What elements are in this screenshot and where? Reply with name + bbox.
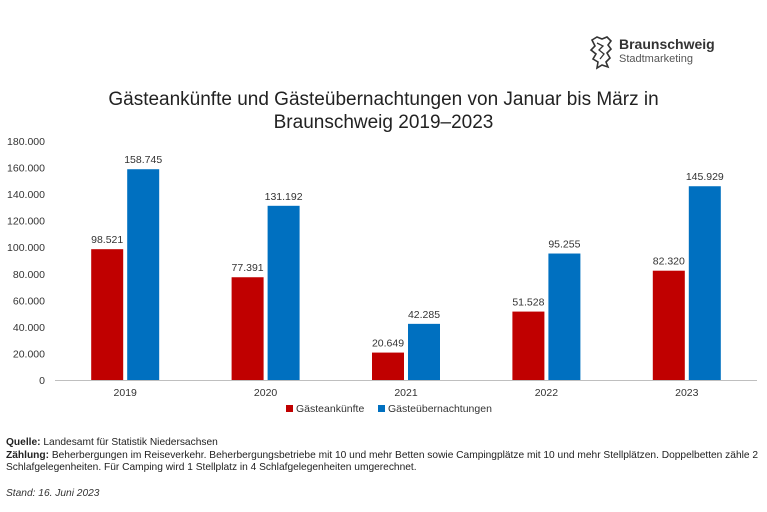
source-note: Quelle: Landesamt für Statistik Niedersa… xyxy=(6,437,766,450)
bar-arrivals xyxy=(372,352,404,380)
bar-overnights xyxy=(408,323,440,380)
bar-arrivals xyxy=(231,277,264,380)
y-tick-label: 160.000 xyxy=(7,163,45,175)
y-tick-label: 140.000 xyxy=(7,189,45,201)
bar-overnights xyxy=(267,205,300,380)
logo-subtitle: Stadtmarketing xyxy=(619,53,693,65)
chart-title-line-1: Gästeankünfte und Gästeübernachtungen vo… xyxy=(108,89,659,110)
data-label: 95.255 xyxy=(548,239,580,251)
logo-name: Braunschweig xyxy=(619,36,715,52)
y-tick-label: 180.000 xyxy=(7,136,45,148)
y-tick-label: 80.000 xyxy=(13,269,45,281)
data-label: 77.391 xyxy=(232,262,264,274)
legend-swatch xyxy=(286,405,293,412)
chart-title-line-2: Braunschweig 2019–2023 xyxy=(273,112,494,133)
source-label: Quelle: xyxy=(6,437,41,448)
data-label: 131.192 xyxy=(265,191,303,203)
notes: Quelle: Landesamt für Statistik Niedersa… xyxy=(6,437,766,475)
data-label: 42.285 xyxy=(408,309,440,321)
x-tick-label: 2022 xyxy=(535,387,559,399)
legend-label: Gästeankünfte xyxy=(296,403,364,415)
bar-overnights xyxy=(127,169,160,380)
legend-label: Gästeübernachtungen xyxy=(388,403,492,415)
source-text: Landesamt für Statistik Niedersachsen xyxy=(40,437,218,448)
data-label: 82.320 xyxy=(653,256,685,268)
lion-crest-icon xyxy=(589,36,613,70)
y-tick-label: 60.000 xyxy=(13,295,45,307)
x-tick-label: 2023 xyxy=(675,387,699,399)
x-tick-label: 2020 xyxy=(254,387,278,399)
counting-label: Zählung: xyxy=(6,449,50,461)
bar-chart: 0 20.000 40.000 60.000 80.000 100.000 120.000 1… xyxy=(7,136,757,415)
data-label: 158.745 xyxy=(124,154,162,166)
bar-arrivals xyxy=(652,270,685,380)
brand-logo: Braunschweig Stadtmarketing xyxy=(588,34,728,74)
bar-arrivals xyxy=(512,311,545,380)
counting-text: Beherbergungen im Reiseverkehr. Beherber… xyxy=(6,449,759,474)
y-tick-label: 120.000 xyxy=(7,216,45,228)
counting-note: Zählung: Beherbergungen im Reiseverkehr.… xyxy=(6,450,766,475)
bar-overnights xyxy=(548,253,581,380)
y-tick-label: 100.000 xyxy=(7,242,45,254)
bar-arrivals xyxy=(91,249,124,380)
y-tick-label: 20.000 xyxy=(13,348,45,360)
y-tick-label: 0 xyxy=(39,375,45,387)
x-tick-label: 2021 xyxy=(394,387,418,399)
chart-title: Gästeankünfte und Gästeübernachtungen vo… xyxy=(0,88,767,134)
y-tick-label: 40.000 xyxy=(13,322,45,334)
data-label: 98.521 xyxy=(91,234,123,246)
status-date: Stand: 16. Juni 2023 xyxy=(6,488,100,499)
x-tick-label: 2019 xyxy=(114,387,138,399)
bar-overnights xyxy=(688,186,721,380)
data-label: 20.649 xyxy=(372,338,404,350)
data-label: 51.528 xyxy=(512,297,544,309)
legend-swatch xyxy=(378,405,385,412)
data-label: 145.929 xyxy=(686,171,724,183)
